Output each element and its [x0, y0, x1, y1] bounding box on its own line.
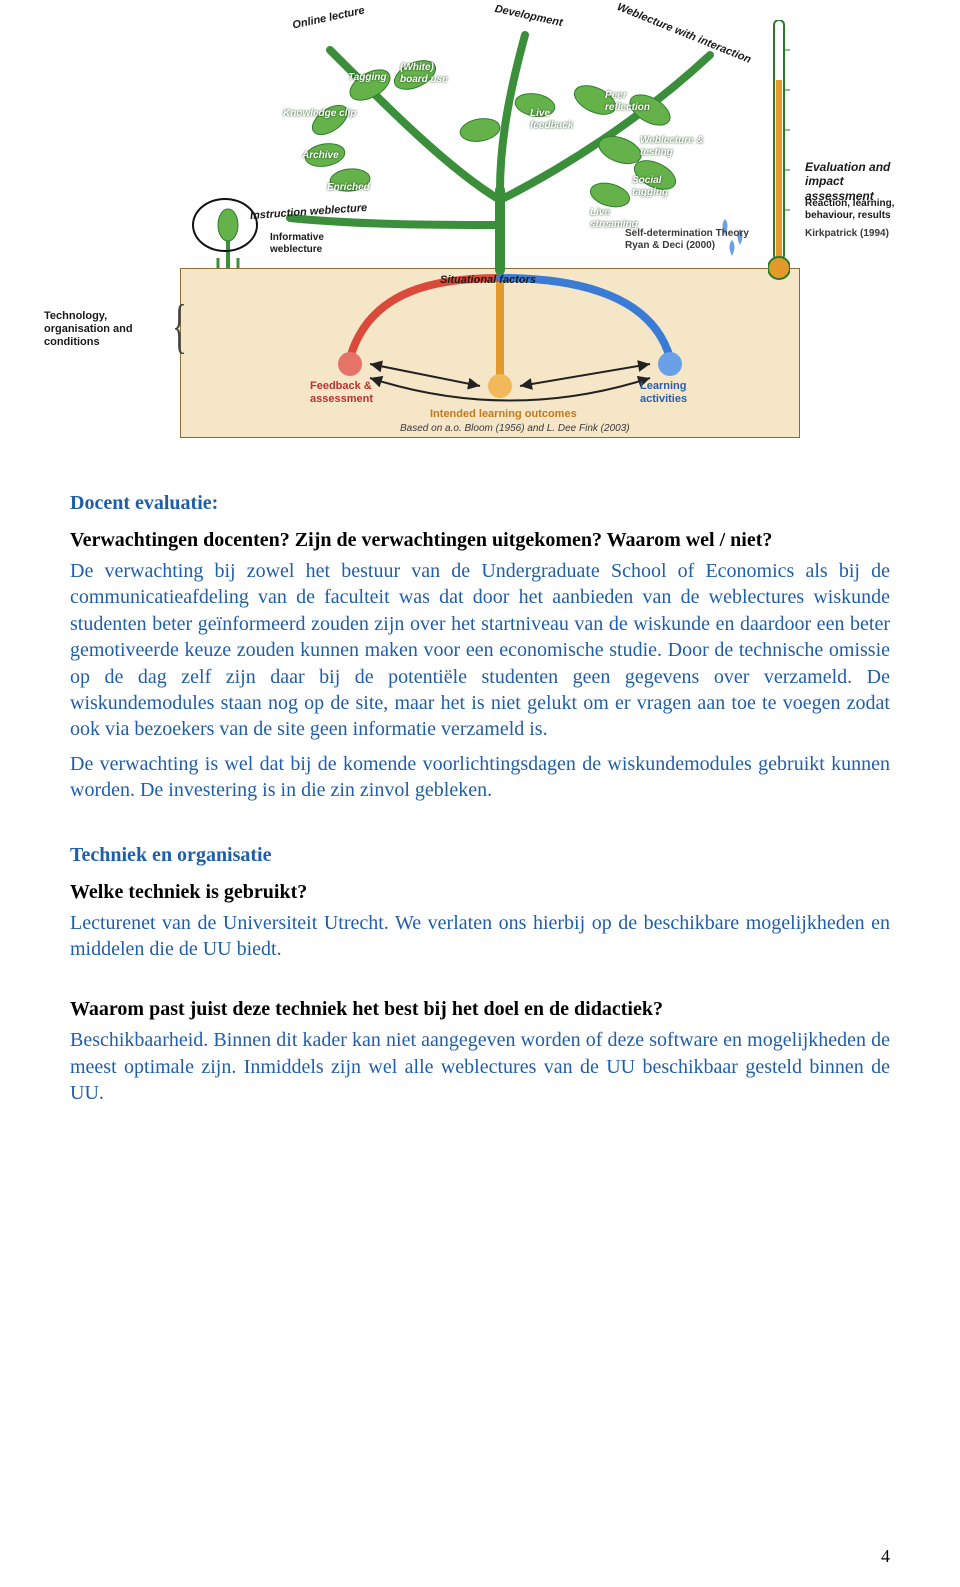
label-intended: Intended learning outcomes: [430, 408, 577, 421]
highlight-circle: [192, 198, 258, 252]
label-bloom: Based on a.o. Bloom (1956) and L. Dee Fi…: [400, 423, 630, 435]
heading-techniek: Techniek en organisatie: [70, 844, 890, 867]
paragraph-2: De verwachting is wel dat bij de komende…: [70, 751, 890, 804]
paragraph-1: De verwachting bij zowel het bestuur van…: [70, 558, 890, 743]
leaf-social: Social tagging: [632, 175, 682, 199]
label-informative: Informative weblecture: [270, 232, 340, 256]
leaf-livefb: Live feedback: [530, 108, 580, 132]
p3-lead: Lecturenet van de Universiteit Utrecht.: [70, 912, 389, 934]
paragraph-4: Beschikbaarheid. Binnen dit kader kan ni…: [70, 1027, 890, 1106]
leaf-peer: Peer reflection: [605, 90, 660, 114]
label-situational: Situational factors: [440, 274, 536, 287]
question-1: Verwachtingen docenten? Zijn de verwacht…: [70, 529, 890, 552]
label-eval-cite: Kirkpatrick (1994): [805, 228, 915, 240]
leaf-testing: Weblecture & testing: [640, 135, 710, 159]
leaf-whiteboard: (White) board use: [400, 62, 450, 86]
brace-left: {: [172, 290, 186, 362]
heading-docent: Docent evaluatie:: [70, 492, 890, 515]
leaf-tagging: Tagging: [348, 72, 387, 84]
label-self-det: Self-determination Theory Ryan & Deci (2…: [625, 228, 775, 252]
label-eval-body: Reaction, learning, behaviour, results: [805, 198, 915, 222]
question-2: Welke techniek is gebruikt?: [70, 881, 890, 904]
label-feedback: Feedback & assessment: [310, 380, 400, 406]
paragraph-3: Lecturenet van de Universiteit Utrecht. …: [70, 910, 890, 963]
plant-diagram: Online lecture Development Weblecture wi…: [70, 10, 890, 440]
label-tech-org: Technology, organisation and conditions: [44, 310, 164, 350]
question-3: Waarom past juist deze techniek het best…: [70, 998, 890, 1021]
p4-lead: Beschikbaarheid.: [70, 1029, 208, 1051]
leaf-archive: Archive: [302, 150, 339, 162]
document-page: Online lecture Development Weblecture wi…: [0, 0, 960, 1174]
label-eval-title: Evaluation and impact assessment: [805, 160, 915, 203]
leaf-knowledge: Knowledge clip: [283, 108, 356, 120]
leaf-enriched: Enriched: [327, 182, 370, 194]
diagram-container: Online lecture Development Weblecture wi…: [70, 0, 890, 470]
label-learning: Learning activities: [640, 380, 720, 406]
page-number: 4: [881, 1546, 890, 1567]
